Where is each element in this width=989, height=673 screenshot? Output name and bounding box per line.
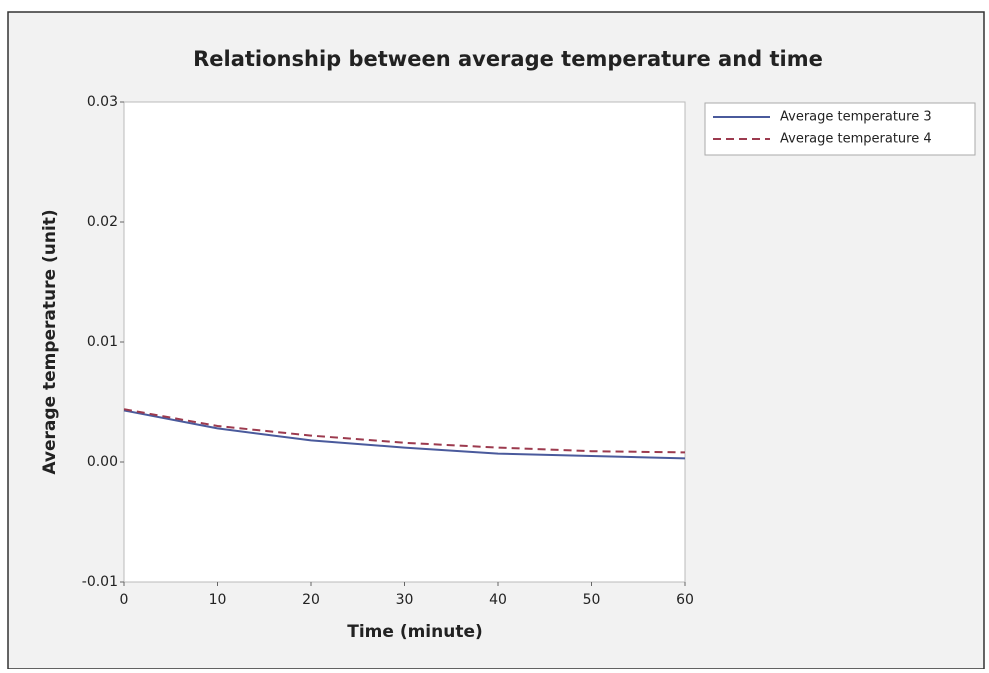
chart-title: Relationship between average temperature…: [193, 47, 823, 71]
x-tick-label: 40: [489, 592, 507, 608]
x-axis-label: Time (minute): [347, 622, 483, 642]
y-tick-label: 0.01: [87, 334, 118, 350]
x-tick-label: 0: [120, 592, 129, 608]
series-line: [123, 409, 686, 460]
legend-label: Average temperature 4: [780, 132, 932, 147]
x-tick-label: 10: [209, 592, 227, 608]
y-tick-label: -0.01: [82, 574, 118, 590]
legend-label: Average temperature 3: [780, 110, 932, 125]
series-line: [123, 408, 686, 454]
y-tick-label: 0.00: [87, 454, 118, 470]
y-tick-label: 0.03: [87, 94, 118, 110]
y-tick-label: 0.02: [87, 214, 118, 230]
plot-area: [123, 101, 686, 583]
x-tick-label: 60: [676, 592, 694, 608]
legend: [704, 102, 976, 156]
x-tick-label: 30: [396, 592, 414, 608]
x-tick-label: 20: [302, 592, 320, 608]
y-axis-label: Average temperature (unit): [40, 209, 60, 474]
x-tick-label: 50: [583, 592, 601, 608]
